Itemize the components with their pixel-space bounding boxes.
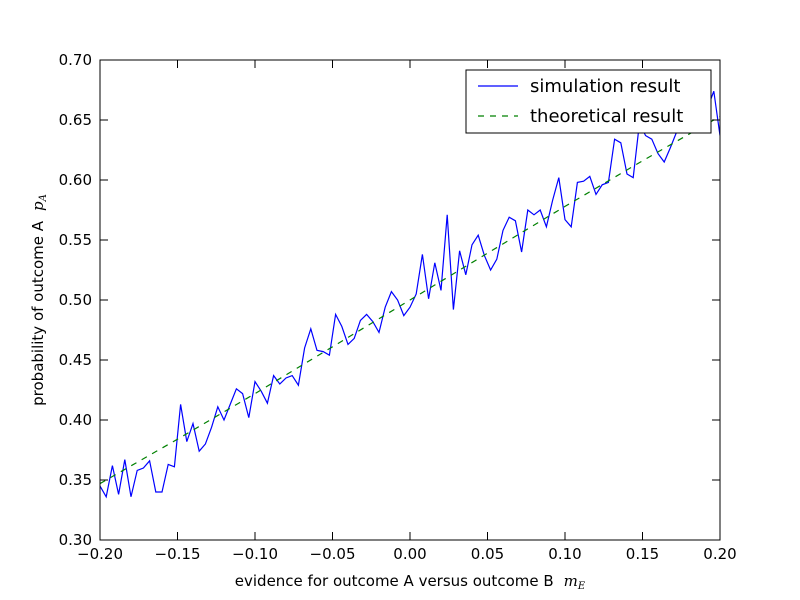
plot-data (100, 90, 720, 499)
y-axis-label-text: probability of outcome A (29, 220, 47, 406)
series-line (100, 115, 720, 485)
x-tick-label: −0.10 (232, 545, 278, 563)
y-tick-label: 0.55 (59, 231, 92, 249)
x-tick-label: −0.20 (77, 545, 123, 563)
x-tick-label: 0.20 (703, 545, 736, 563)
y-axis-subscript: A (38, 194, 49, 202)
y-tick-label: 0.70 (59, 51, 92, 69)
y-tick-label: 0.30 (59, 531, 92, 549)
x-axis-subscript: E (577, 581, 586, 592)
y-tick-label: 0.35 (59, 471, 92, 489)
y-tick-label: 0.50 (59, 291, 92, 309)
legend-label: simulation result (530, 76, 680, 97)
x-axis-label-text: evidence for outcome A versus outcome B (235, 572, 554, 590)
x-tick-label: 0.10 (548, 545, 581, 563)
y-tick-label: 0.45 (59, 351, 92, 369)
x-tick-label: 0.15 (626, 545, 659, 563)
x-tick-label: 0.05 (471, 545, 504, 563)
x-tick-label: −0.05 (310, 545, 356, 563)
y-axis-symbol: p (29, 201, 47, 211)
y-tick-label: 0.65 (59, 111, 92, 129)
x-axis-symbol: m (564, 572, 578, 590)
y-axis-label: probability of outcome A pA (29, 194, 49, 406)
y-tick-label: 0.40 (59, 411, 92, 429)
legend-label: theoretical result (530, 106, 683, 127)
legend-box (465, 69, 712, 134)
y-tick-label: 0.60 (59, 171, 92, 189)
x-tick-label: −0.15 (155, 545, 201, 563)
x-tick-label: 0.00 (393, 545, 426, 563)
x-axis-label: evidence for outcome A versus outcome B m… (235, 572, 586, 592)
series-line (100, 90, 720, 499)
